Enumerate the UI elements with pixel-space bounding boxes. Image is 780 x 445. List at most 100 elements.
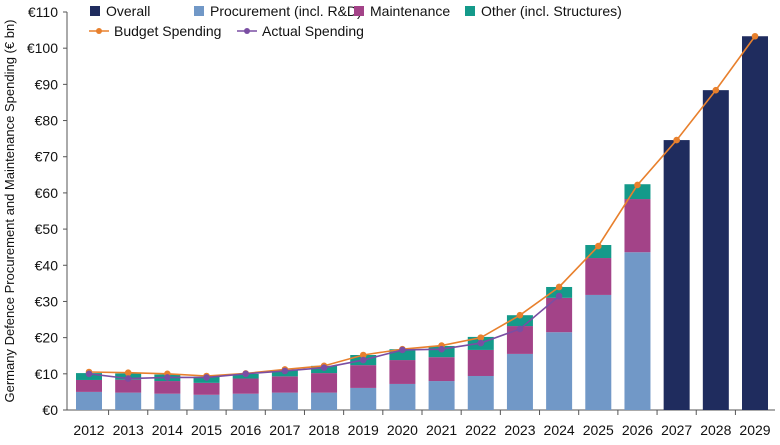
bar-overall: [663, 140, 690, 411]
bar-other: [546, 286, 573, 298]
bar-procurement: [271, 392, 298, 410]
bar-maintenance: [193, 382, 220, 395]
bar-maintenance: [624, 199, 651, 253]
bar-maintenance: [154, 381, 181, 394]
y-tick-label: €10: [35, 366, 59, 382]
budget-spending-point: [124, 369, 132, 377]
budget-spending-point: [555, 283, 563, 291]
actual-spending-point: [281, 367, 289, 375]
actual-spending-point: [555, 292, 563, 300]
legend-swatch-overall: [90, 6, 100, 16]
bar-overall: [702, 90, 729, 411]
legend: Overall Procurement (incl. R&D) Maintenanc…: [89, 3, 622, 39]
x-tick-label: 2019: [348, 422, 379, 438]
bar-maintenance: [76, 379, 102, 392]
y-tick-label: €70: [35, 149, 59, 165]
bar-procurement: [546, 332, 573, 410]
bar-procurement: [311, 392, 338, 410]
bar-maintenance: [115, 379, 142, 393]
actual-spending-point: [477, 339, 485, 347]
actual-spending-point: [124, 375, 132, 382]
legend-label-other-incl-structures-: Other (incl. Structures): [481, 3, 622, 19]
x-tick-label: 2012: [73, 422, 104, 438]
y-tick-label: €20: [35, 330, 59, 346]
x-axis: 2012 2013 2014 2015 2016 2017 2018 2019 2020 2021…: [67, 409, 775, 438]
budget-spending-line: [88, 35, 756, 377]
bar-maintenance: [585, 258, 612, 295]
actual-spending-point: [438, 345, 445, 353]
bar-procurement: [389, 383, 416, 410]
x-tick-label: 2025: [583, 422, 614, 438]
legend-marker-actual-spending: [244, 28, 250, 34]
bar-procurement: [585, 294, 612, 410]
bar-other: [506, 315, 533, 327]
bar-procurement: [193, 394, 220, 410]
x-tick-label: 2013: [113, 422, 144, 438]
x-tick-label: 2024: [544, 422, 575, 438]
x-tick-label: 2016: [230, 422, 261, 438]
y-tick-label: €80: [35, 113, 59, 129]
legend-label-overall: Overall: [106, 3, 150, 19]
actual-spending-point: [399, 346, 406, 354]
bar-procurement: [350, 387, 377, 410]
y-axis: €0 €10 €20 €30 €40 €50 €60 €70 €80 €90 €100 €110: [27, 4, 68, 418]
y-tick-label: €0: [42, 402, 58, 418]
actual-spending-point: [164, 374, 171, 381]
legend-label-maintenance: Maintenance: [370, 3, 450, 19]
legend-swatch-maintenance: [354, 6, 364, 16]
bar-maintenance: [428, 357, 455, 382]
budget-spending-point: [673, 136, 680, 144]
bar-other: [585, 245, 612, 259]
bar-procurement: [154, 393, 181, 410]
actual-spending-point: [359, 356, 367, 364]
bar-procurement: [467, 375, 494, 410]
y-tick-label: €60: [35, 185, 59, 201]
actual-spending-point: [85, 370, 93, 378]
y-tick-label: €50: [35, 221, 59, 237]
legend-label-procurement-incl-r-d-: Procurement (incl. R&D): [210, 3, 362, 19]
bar-procurement: [506, 353, 533, 410]
x-tick-label: 2028: [700, 422, 731, 438]
x-tick-label: 2027: [661, 422, 692, 438]
budget-spending-point: [359, 351, 367, 359]
legend-label-budget-spending: Budget Spending: [114, 23, 221, 39]
legend-label-actual-spending: Actual Spending: [262, 23, 364, 39]
legend-swatch-procurement-incl-r-d-: [194, 6, 204, 16]
x-tick-label: 2026: [622, 422, 653, 438]
x-tick-label: 2020: [387, 422, 418, 438]
x-tick-label: 2023: [504, 422, 535, 438]
bar-other: [389, 349, 416, 361]
y-tick-label: €100: [27, 40, 58, 56]
y-tick-label: €110: [28, 4, 58, 20]
bar-maintenance: [232, 378, 259, 394]
bar-maintenance: [350, 365, 377, 388]
y-axis-label: Germany Defence Procurement and Maintena…: [2, 20, 17, 403]
bar-procurement: [624, 252, 651, 410]
y-tick-label: €40: [35, 257, 59, 273]
legend-swatch-other-incl-structures-: [465, 6, 475, 16]
x-tick-label: 2017: [269, 422, 300, 438]
actual-spending-point: [203, 374, 210, 381]
x-tick-label: 2018: [308, 422, 339, 438]
bar-maintenance: [389, 360, 416, 384]
bar-maintenance: [311, 373, 338, 393]
x-tick-label: 2029: [739, 422, 770, 438]
budget-spending-point: [477, 334, 485, 341]
bar-procurement: [76, 391, 102, 410]
budget-spending-point: [516, 311, 524, 319]
bar-maintenance: [271, 376, 298, 393]
bar-procurement: [115, 392, 142, 410]
legend-marker-budget-spending: [96, 28, 102, 34]
actual-spending-point: [516, 325, 524, 333]
actual-spending-point: [242, 370, 250, 378]
bar-maintenance: [467, 349, 494, 376]
bars: [76, 36, 768, 411]
lines: [85, 32, 759, 382]
y-tick-label: €30: [35, 293, 59, 309]
budget-spending-point: [634, 181, 641, 189]
budget-spending-point: [594, 242, 602, 250]
bar-procurement: [232, 393, 259, 410]
x-tick-label: 2015: [191, 422, 222, 438]
budget-spending-point: [751, 32, 759, 40]
